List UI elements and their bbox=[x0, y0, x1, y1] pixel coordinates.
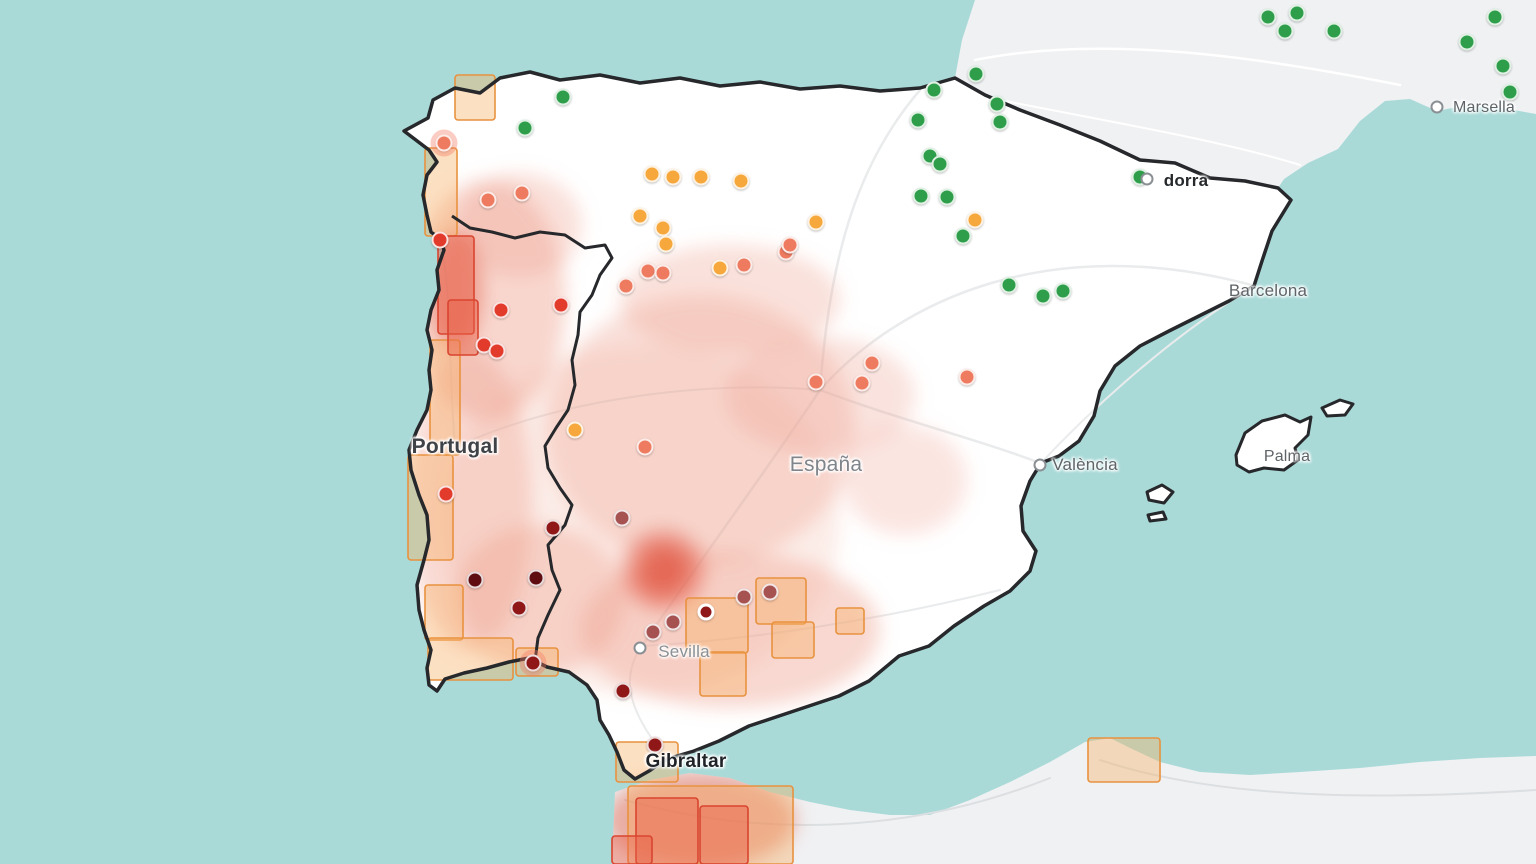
choropleth-patch bbox=[1087, 737, 1161, 783]
choropleth-patch bbox=[454, 74, 496, 121]
map-marker-orange[interactable] bbox=[692, 168, 710, 186]
map-marker-green[interactable] bbox=[938, 188, 956, 206]
africa-landmass bbox=[612, 738, 1536, 864]
portugal-spain-border bbox=[451, 214, 614, 662]
map-marker-orange[interactable] bbox=[631, 207, 649, 225]
balearic-islands bbox=[1145, 398, 1355, 523]
map-marker-darkred[interactable] bbox=[510, 599, 528, 617]
mallorca-island bbox=[1234, 413, 1313, 474]
map-marker-salmon[interactable] bbox=[807, 373, 825, 391]
map-marker-medred[interactable] bbox=[644, 623, 662, 641]
choropleth-patch bbox=[699, 651, 747, 697]
choropleth-patch-layer bbox=[407, 74, 1161, 864]
map-marker-medred[interactable] bbox=[613, 509, 631, 527]
map-marker-salmon[interactable] bbox=[513, 184, 531, 202]
map-marker-salmon[interactable] bbox=[735, 256, 753, 274]
map-marker-green[interactable] bbox=[1034, 287, 1052, 305]
map-marker-orange[interactable] bbox=[643, 165, 661, 183]
map-marker-green[interactable] bbox=[909, 111, 927, 129]
map-marker-green[interactable] bbox=[554, 88, 572, 106]
choropleth-patch bbox=[424, 584, 464, 641]
map-marker-salmon[interactable] bbox=[435, 134, 453, 152]
map-marker-green[interactable] bbox=[988, 95, 1006, 113]
map-marker-medred[interactable] bbox=[735, 588, 753, 606]
map-marker-green[interactable] bbox=[954, 227, 972, 245]
map-marker-red[interactable] bbox=[552, 296, 570, 314]
choropleth-patch bbox=[427, 637, 514, 681]
map-marker-orange[interactable] bbox=[664, 168, 682, 186]
map-marker-green[interactable] bbox=[1501, 83, 1519, 101]
map-marker-green[interactable] bbox=[1054, 282, 1072, 300]
map-marker-red[interactable] bbox=[492, 301, 510, 319]
heat-overlay-layer bbox=[408, 173, 967, 864]
map-marker-salmon[interactable] bbox=[781, 236, 799, 254]
map-marker-green[interactable] bbox=[1458, 33, 1476, 51]
menorca-island bbox=[1320, 398, 1355, 418]
map-marker-red[interactable] bbox=[431, 231, 449, 249]
map-marker-green[interactable] bbox=[1131, 168, 1149, 186]
choropleth-patch bbox=[627, 785, 794, 864]
map-marker-orange[interactable] bbox=[711, 259, 729, 277]
map-marker-darkred[interactable] bbox=[544, 519, 562, 537]
map-marker-green[interactable] bbox=[1494, 57, 1512, 75]
map-marker-darkred[interactable] bbox=[614, 682, 632, 700]
map-marker-medred[interactable] bbox=[761, 583, 779, 601]
map-marker-green[interactable] bbox=[1288, 4, 1306, 22]
formentera-island bbox=[1146, 510, 1168, 523]
map-marker-orange[interactable] bbox=[654, 219, 672, 237]
map-marker-orange[interactable] bbox=[566, 421, 584, 439]
map-marker-salmon[interactable] bbox=[617, 277, 635, 295]
map-marker-darkred[interactable] bbox=[697, 603, 715, 621]
choropleth-patch bbox=[685, 597, 749, 654]
map-marker-green[interactable] bbox=[516, 119, 534, 137]
map-marker-green[interactable] bbox=[925, 81, 943, 99]
map-marker-salmon[interactable] bbox=[479, 191, 497, 209]
map-marker-green[interactable] bbox=[991, 113, 1009, 131]
map-marker-salmon[interactable] bbox=[958, 368, 976, 386]
choropleth-patch bbox=[407, 454, 454, 561]
map-marker-green[interactable] bbox=[931, 155, 949, 173]
choropleth-patch bbox=[429, 339, 461, 456]
map-marker-green[interactable] bbox=[1259, 8, 1277, 26]
map-marker-maroon[interactable] bbox=[527, 569, 545, 587]
choropleth-patch bbox=[835, 607, 865, 635]
map-marker-medred[interactable] bbox=[664, 613, 682, 631]
map-marker-green[interactable] bbox=[1325, 22, 1343, 40]
map-marker-orange[interactable] bbox=[732, 172, 750, 190]
map-marker-darkred[interactable] bbox=[646, 736, 664, 754]
map-marker-orange[interactable] bbox=[966, 211, 984, 229]
map-marker-green[interactable] bbox=[1486, 8, 1504, 26]
heat-blob bbox=[843, 425, 967, 535]
heat-blob bbox=[620, 245, 840, 355]
map-marker-red[interactable] bbox=[488, 342, 506, 360]
map-marker-green[interactable] bbox=[1276, 22, 1294, 40]
map-marker-orange[interactable] bbox=[657, 235, 675, 253]
map-marker-darkred[interactable] bbox=[524, 654, 542, 672]
ibiza-island bbox=[1145, 483, 1175, 505]
iberia-coast-border bbox=[402, 70, 1293, 781]
map-marker-maroon[interactable] bbox=[466, 571, 484, 589]
map-marker-red[interactable] bbox=[437, 485, 455, 503]
choropleth-patch bbox=[771, 621, 815, 659]
map-marker-green[interactable] bbox=[912, 187, 930, 205]
choropleth-patch bbox=[447, 299, 479, 356]
map-marker-salmon[interactable] bbox=[636, 438, 654, 456]
map-marker-green[interactable] bbox=[967, 65, 985, 83]
map-marker-salmon[interactable] bbox=[853, 374, 871, 392]
choropleth-patch bbox=[611, 835, 653, 864]
map-marker-salmon[interactable] bbox=[654, 264, 672, 282]
map-marker-salmon[interactable] bbox=[863, 354, 881, 372]
choropleth-patch bbox=[699, 805, 749, 864]
map-marker-green[interactable] bbox=[1000, 276, 1018, 294]
heat-blob bbox=[638, 546, 688, 594]
heat-blob bbox=[440, 345, 840, 695]
map-marker-orange[interactable] bbox=[807, 213, 825, 231]
